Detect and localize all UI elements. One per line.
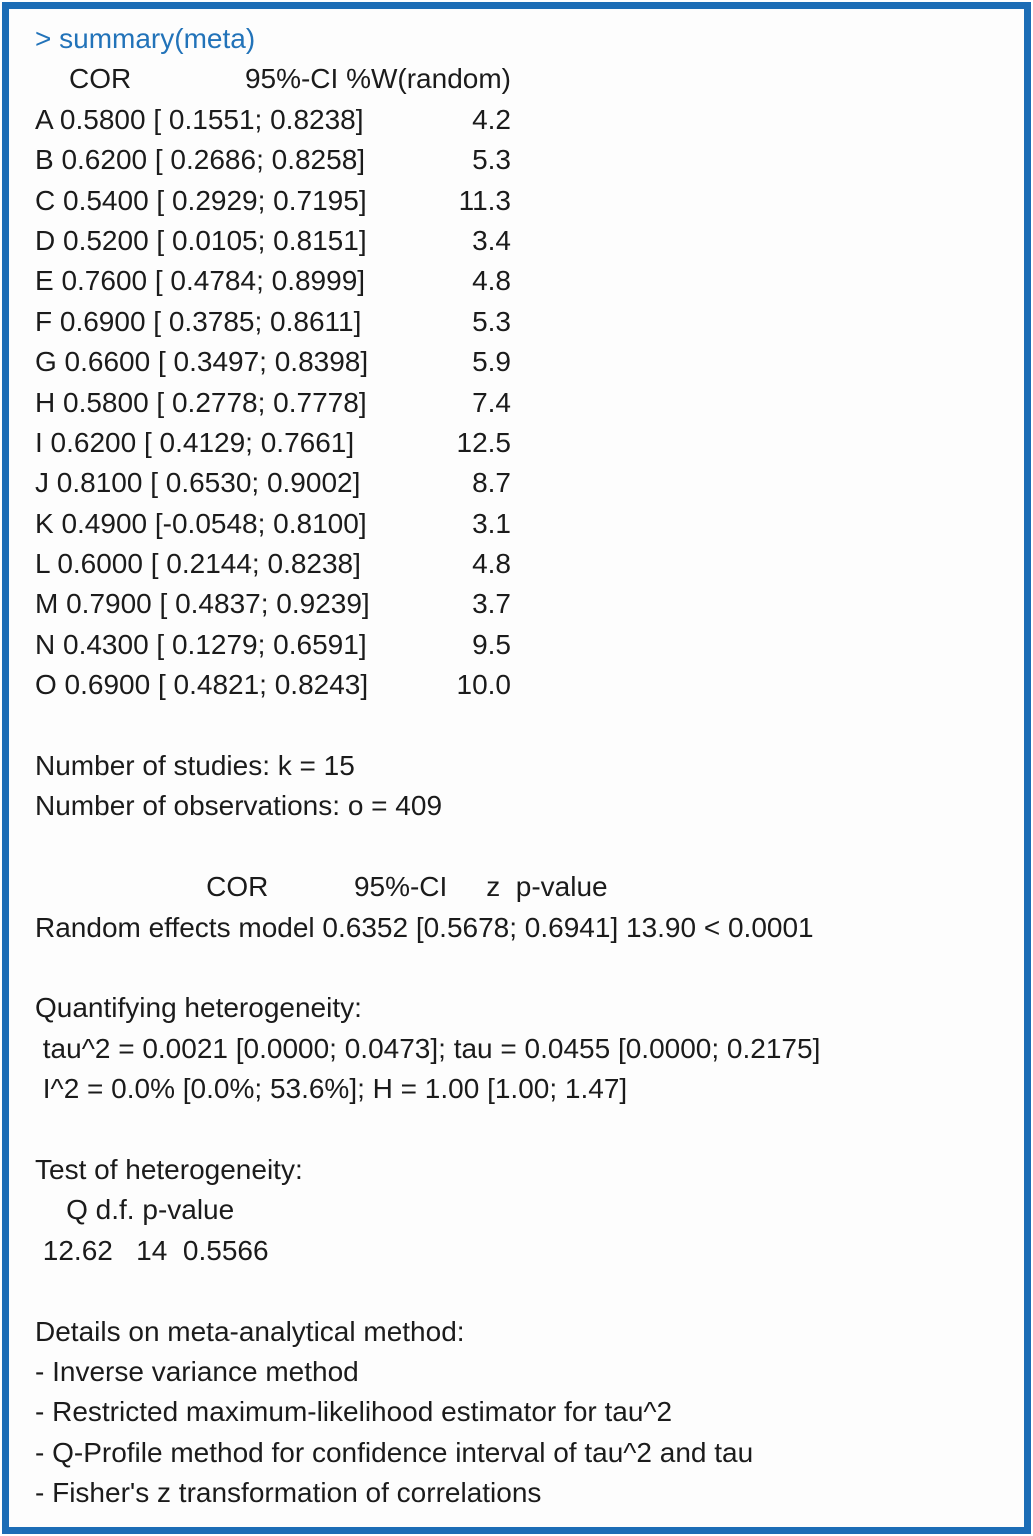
study-row-j: J 0.8100 [ 0.6530; 0.9002] 8.7 — [35, 463, 511, 503]
quantifying-heterogeneity-title: Quantifying heterogeneity: — [35, 992, 362, 1024]
study-row-text: L 0.6000 [ 0.2144; 0.8238] — [35, 548, 361, 580]
study-table-header: COR 95%-CI %W(random) — [35, 59, 511, 99]
study-row-l: L 0.6000 [ 0.2144; 0.8238] 4.8 — [35, 544, 511, 584]
spacer — [35, 948, 1010, 988]
study-row-weight: 5.3 — [472, 305, 511, 337]
study-row-weight: 4.8 — [472, 548, 511, 580]
study-row-c: C 0.5400 [ 0.2929; 0.7195] 11.3 — [35, 181, 511, 221]
study-row-k: K 0.4900 [-0.0548; 0.8100] 3.1 — [35, 504, 511, 544]
study-row-weight: 3.7 — [472, 588, 511, 620]
study-row-n: N 0.4300 [ 0.1279; 0.6591] 9.5 — [35, 625, 511, 665]
study-row-weight: 9.5 — [472, 628, 511, 660]
study-row-text: O 0.6900 [ 0.4821; 0.8243] — [35, 669, 369, 701]
study-row-text: H 0.5800 [ 0.2778; 0.7778] — [35, 386, 367, 418]
study-row-d: D 0.5200 [ 0.0105; 0.8151] 3.4 — [35, 221, 511, 261]
study-row-weight: 3.1 — [472, 507, 511, 539]
study-row-i: I 0.6200 [ 0.4129; 0.7661] 12.5 — [35, 423, 511, 463]
study-row-text: K 0.4900 [-0.0548; 0.8100] — [35, 507, 367, 539]
study-row-text: C 0.5400 [ 0.2929; 0.7195] — [35, 184, 367, 216]
study-row-weight: 5.9 — [472, 346, 511, 378]
study-row-text: G 0.6600 [ 0.3497; 0.8398] — [35, 346, 369, 378]
study-row-weight: 11.3 — [458, 184, 511, 216]
study-row-text: N 0.4300 [ 0.1279; 0.6591] — [35, 628, 367, 660]
random-effects-model-line: Random effects model 0.6352 [0.5678; 0.6… — [35, 911, 814, 943]
method-detail-item: - Inverse variance method — [35, 1355, 359, 1387]
console-prompt-line: > summary(meta) — [35, 23, 256, 54]
method-detail-item: - Q-Profile method for confidence interv… — [35, 1436, 754, 1468]
study-row-f: F 0.6900 [ 0.3785; 0.8611] 5.3 — [35, 302, 511, 342]
study-row-o: O 0.6900 [ 0.4821; 0.8243] 10.0 — [35, 665, 511, 705]
study-row-e: E 0.7600 [ 0.4784; 0.8999] 4.8 — [35, 261, 511, 301]
study-row-text: E 0.7600 [ 0.4784; 0.8999] — [35, 265, 366, 297]
spacer — [35, 827, 1010, 867]
study-row-a: A 0.5800 [ 0.1551; 0.8238] 4.2 — [35, 100, 511, 140]
test-of-heterogeneity-title: Test of heterogeneity: — [35, 1153, 303, 1185]
het-test-header: Q d.f. p-value — [35, 1194, 235, 1226]
study-row-text: F 0.6900 [ 0.3785; 0.8611] — [35, 305, 362, 337]
study-row-text: A 0.5800 [ 0.1551; 0.8238] — [35, 103, 364, 135]
study-row-h: H 0.5800 [ 0.2778; 0.7778] 7.4 — [35, 383, 511, 423]
spacer — [35, 1271, 1010, 1311]
method-detail-item: - Fisher's z transformation of correlati… — [35, 1477, 542, 1509]
study-row-weight: 7.4 — [472, 386, 511, 418]
study-row-weight: 3.4 — [472, 224, 511, 256]
model-table-header: COR 95%-CI z p-value — [35, 871, 608, 903]
study-row-text: B 0.6200 [ 0.2686; 0.8258] — [35, 144, 366, 176]
study-row-weight: 8.7 — [472, 467, 511, 499]
study-row-text: D 0.5200 [ 0.0105; 0.8151] — [35, 224, 367, 256]
het-test-values: 12.62 14 0.5566 — [35, 1234, 269, 1266]
study-row-text: M 0.7900 [ 0.4837; 0.9239] — [35, 588, 370, 620]
study-row-weight: 4.2 — [472, 103, 511, 135]
method-detail-item: - Restricted maximum-likelihood estimato… — [35, 1396, 673, 1428]
study-row-weight: 5.3 — [472, 144, 511, 176]
study-row-m: M 0.7900 [ 0.4837; 0.9239] 3.7 — [35, 584, 511, 624]
spacer — [35, 1110, 1010, 1150]
study-row-b: B 0.6200 [ 0.2686; 0.8258] 5.3 — [35, 140, 511, 180]
study-row-text: J 0.8100 [ 0.6530; 0.9002] — [35, 467, 361, 499]
study-row-weight: 4.8 — [472, 265, 511, 297]
i-squared-line: I^2 = 0.0% [0.0%; 53.6%]; H = 1.00 [1.00… — [35, 1073, 628, 1105]
number-of-observations: Number of observations: o = 409 — [35, 790, 443, 822]
spacer — [35, 706, 1010, 746]
number-of-studies: Number of studies: k = 15 — [35, 750, 355, 782]
study-row-g: G 0.6600 [ 0.3497; 0.8398] 5.9 — [35, 342, 511, 382]
study-row-weight: 12.5 — [456, 426, 512, 458]
method-details-title: Details on meta-analytical method: — [35, 1315, 465, 1347]
study-row-weight: 10.0 — [456, 669, 512, 701]
study-row-text: I 0.6200 [ 0.4129; 0.7661] — [35, 426, 355, 458]
study-table-header-ci-weight: 95%-CI %W(random) — [244, 63, 511, 95]
tau-squared-line: tau^2 = 0.0021 [0.0000; 0.0473]; tau = 0… — [35, 1032, 821, 1064]
study-table-header-cor: COR — [69, 63, 132, 95]
